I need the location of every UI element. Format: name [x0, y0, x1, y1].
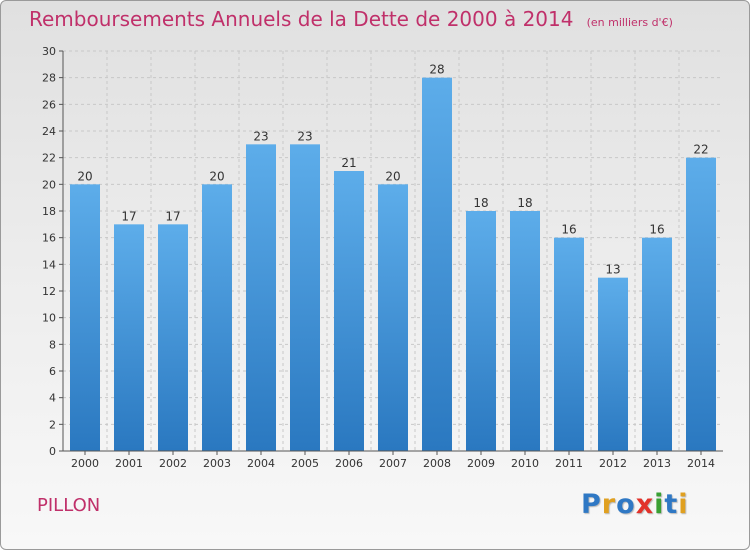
proxiti-logo: Proxiti: [581, 489, 689, 520]
bar-value-label: 16: [649, 223, 664, 237]
y-tick-label: 6: [49, 365, 56, 378]
bar-value-label: 13: [605, 263, 620, 277]
bar: [158, 224, 188, 451]
x-tick-label: 2007: [379, 457, 407, 470]
bar-value-label: 28: [429, 63, 444, 77]
x-tick-label: 2009: [467, 457, 495, 470]
bar: [466, 211, 496, 451]
y-tick-label: 12: [42, 285, 56, 298]
bar: [510, 211, 540, 451]
y-tick-label: 20: [42, 178, 56, 191]
x-tick-label: 2011: [555, 457, 583, 470]
logo-letter: o: [616, 489, 636, 520]
x-tick-label: 2010: [511, 457, 539, 470]
bar: [554, 237, 584, 451]
bar: [422, 77, 452, 452]
logo-letter: x: [635, 489, 655, 520]
bar-value-label: 17: [121, 209, 136, 223]
y-tick-label: 24: [42, 125, 56, 138]
x-tick-label: 2006: [335, 457, 363, 470]
y-tick-label: 2: [49, 418, 56, 431]
logo-letter: t: [664, 489, 679, 520]
bar-value-label: 21: [341, 156, 356, 170]
bar: [114, 224, 144, 451]
y-tick-label: 4: [49, 392, 56, 405]
chart-title: Remboursements Annuels de la Dette de 20…: [29, 7, 673, 31]
bar: [686, 157, 716, 451]
y-tick-label: 18: [42, 205, 56, 218]
logo-letter: r: [601, 489, 617, 520]
y-tick-label: 22: [42, 152, 56, 165]
bar-value-label: 22: [693, 143, 708, 157]
bar: [598, 277, 628, 451]
y-tick-label: 0: [49, 445, 56, 458]
x-tick-label: 2005: [291, 457, 319, 470]
bar: [334, 171, 364, 451]
chart-title-unit: (en milliers d'€): [586, 16, 673, 29]
chart-title-main: Remboursements Annuels de la Dette de 20…: [29, 7, 574, 31]
x-tick-label: 2003: [203, 457, 231, 470]
y-tick-label: 8: [49, 338, 56, 351]
y-tick-label: 14: [42, 258, 56, 271]
logo-letter: P: [581, 489, 602, 520]
bar-value-label: 18: [473, 196, 488, 210]
axes: [59, 50, 723, 455]
x-tick-label: 2004: [247, 457, 275, 470]
y-tick-label: 16: [42, 232, 56, 245]
bar-value-label: 23: [297, 129, 312, 143]
bar: [246, 144, 276, 452]
x-tick-label: 2008: [423, 457, 451, 470]
bar: [202, 184, 232, 452]
bar: [70, 184, 100, 452]
bar-value-label: 23: [253, 129, 268, 143]
commune-name: PILLON: [37, 495, 101, 516]
bar: [290, 144, 320, 452]
bar-value-label: 16: [561, 223, 576, 237]
bar: [378, 184, 408, 452]
bars: [70, 77, 716, 452]
x-tick-label: 2014: [687, 457, 715, 470]
x-tick-label: 2001: [115, 457, 143, 470]
bar-value-label: 20: [209, 169, 224, 183]
y-tick-label: 10: [42, 312, 56, 325]
y-tick-label: 26: [42, 98, 56, 111]
bar-value-label: 20: [77, 169, 92, 183]
labels: 0246810121416182022242628302020001720011…: [42, 45, 715, 470]
bar-value-label: 20: [385, 169, 400, 183]
bar: [642, 237, 672, 451]
x-tick-label: 2002: [159, 457, 187, 470]
logo-letter: i: [678, 489, 689, 520]
x-tick-label: 2012: [599, 457, 627, 470]
logo-letter: i: [654, 489, 665, 520]
y-tick-label: 28: [42, 72, 56, 85]
bar-value-label: 17: [165, 209, 180, 223]
bar-value-label: 18: [517, 196, 532, 210]
x-tick-label: 2013: [643, 457, 671, 470]
x-tick-label: 2000: [71, 457, 99, 470]
y-tick-label: 30: [42, 45, 56, 58]
